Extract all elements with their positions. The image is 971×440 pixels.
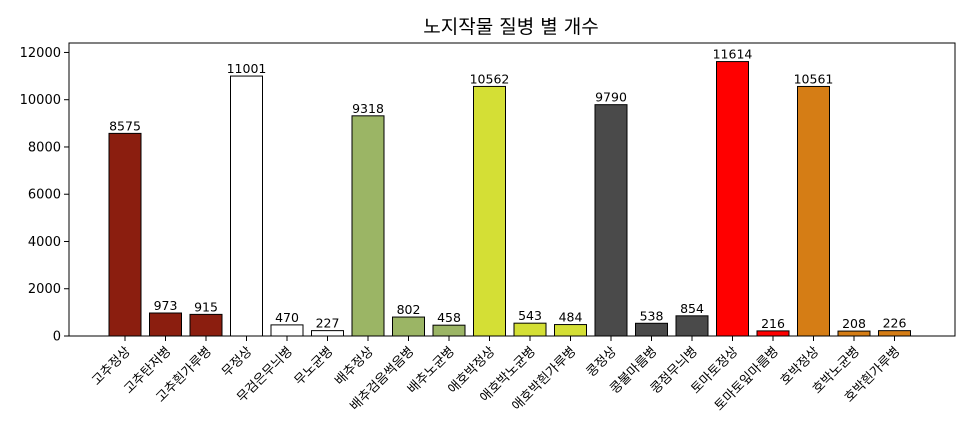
chart-title: 노지작물 질병 별 개수 — [423, 16, 598, 38]
data-label: 458 — [437, 310, 461, 325]
data-label: 208 — [842, 316, 866, 331]
bar — [270, 324, 304, 337]
bar — [716, 61, 749, 337]
bar — [756, 330, 790, 337]
y-axis: 0 2000 4000 6000 8000 10000 12000 — [20, 46, 69, 345]
data-label: 915 — [194, 299, 218, 314]
data-label: 216 — [761, 316, 785, 331]
data-label: 11001 — [227, 61, 267, 76]
data-label: 8575 — [109, 118, 141, 133]
bar — [351, 115, 385, 337]
x-tick-label: 콩정상 — [584, 344, 620, 380]
data-label: 226 — [883, 316, 907, 331]
data-label: 543 — [518, 308, 542, 323]
data-label: 973 — [154, 298, 178, 313]
data-label: 9318 — [352, 101, 384, 116]
y-tick-label: 6000 — [28, 188, 61, 203]
y-tick-label: 2000 — [28, 282, 61, 297]
data-label: 470 — [275, 310, 299, 325]
plot-frame — [68, 42, 956, 337]
data-label: 9790 — [595, 90, 627, 105]
bar — [473, 85, 506, 337]
data-label: 10561 — [794, 71, 834, 86]
bar — [230, 75, 263, 337]
x-tick-label: 무노균병 — [292, 344, 336, 388]
bars — [108, 61, 911, 337]
y-tick-label: 12000 — [20, 46, 61, 61]
bar — [108, 132, 142, 337]
bar — [149, 312, 182, 337]
bar — [554, 324, 587, 337]
bar — [311, 330, 344, 337]
y-tick-label: 0 — [53, 330, 61, 345]
bar — [878, 330, 911, 337]
data-label: 10562 — [470, 71, 510, 86]
data-label: 802 — [397, 302, 421, 317]
data-label: 11614 — [713, 47, 753, 62]
bar — [635, 322, 668, 337]
y-tick-label: 4000 — [28, 235, 61, 250]
bar — [797, 85, 830, 337]
bar — [594, 104, 628, 337]
data-label: 484 — [559, 310, 583, 325]
bar — [675, 315, 709, 337]
bar — [837, 330, 871, 337]
x-tick-label: 무정상 — [219, 344, 255, 380]
bar — [392, 316, 425, 337]
data-labels: 8575 973 915 11001 470 227 9318 802 458 10562 543 4… — [109, 47, 906, 332]
y-tick-label: 8000 — [28, 140, 61, 155]
bar — [513, 322, 547, 337]
data-label: 227 — [316, 316, 340, 331]
bar — [189, 313, 223, 337]
bar — [432, 324, 466, 337]
data-label: 538 — [640, 308, 664, 323]
y-tick-label: 10000 — [20, 93, 61, 108]
data-label: 854 — [680, 301, 704, 316]
